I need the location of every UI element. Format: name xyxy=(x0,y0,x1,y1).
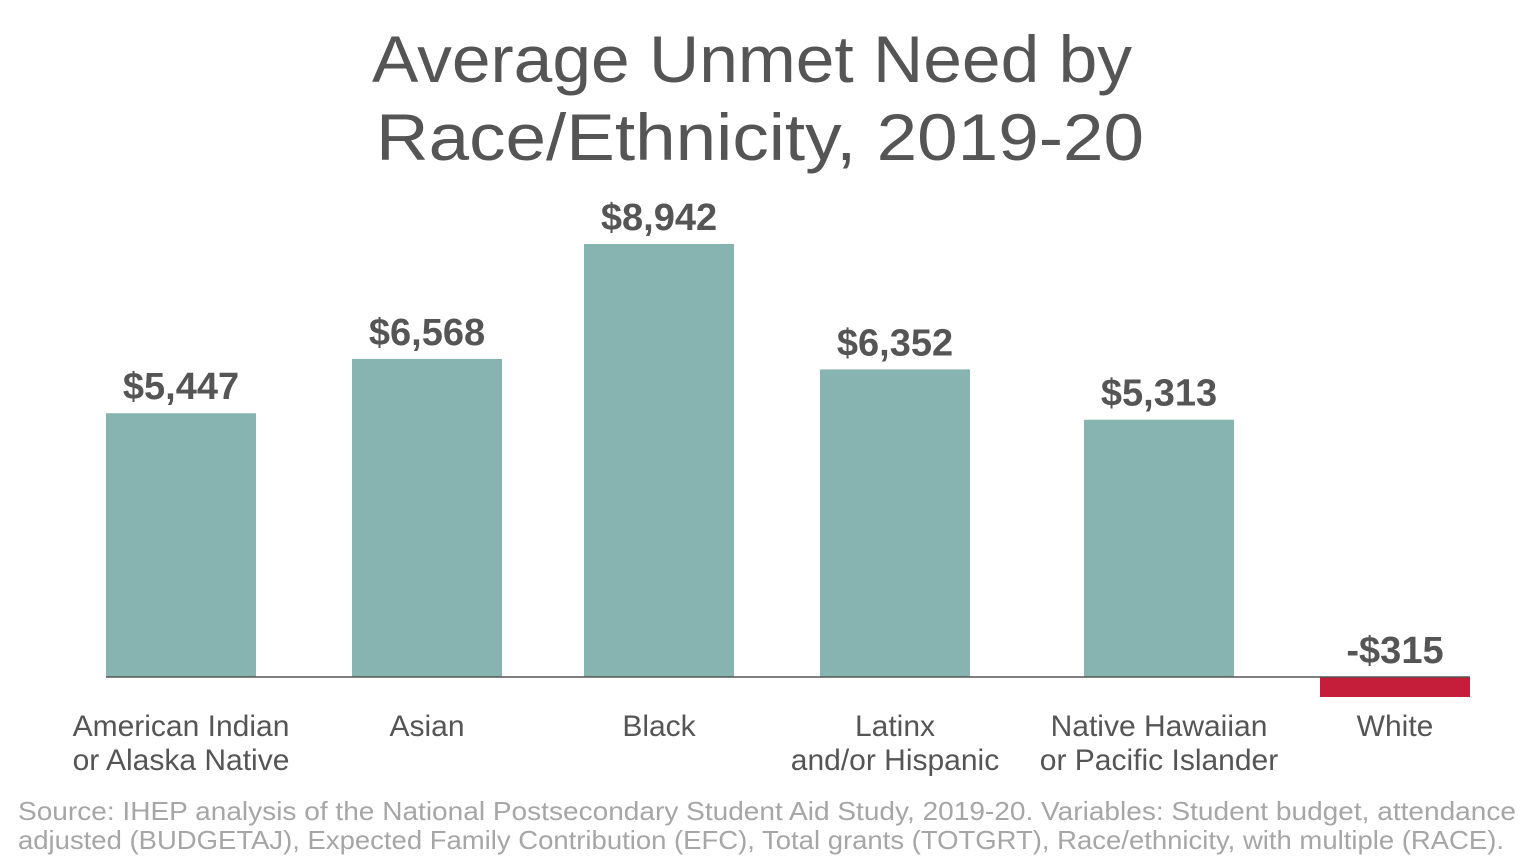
category-label: American Indian xyxy=(73,710,290,743)
bar xyxy=(352,358,502,677)
source-note-line-1: Source: IHEP analysis of the National Po… xyxy=(18,796,1516,826)
bar xyxy=(1084,419,1234,677)
bar xyxy=(106,413,256,677)
category-label: Asian xyxy=(389,710,464,743)
category-label: and/or Hispanic xyxy=(791,744,999,777)
chart-title-line-2: Race/Ethnicity, 2019-20 xyxy=(376,100,1144,174)
data-label: -$315 xyxy=(1346,630,1443,672)
bar xyxy=(584,244,734,677)
data-label: $5,313 xyxy=(1101,373,1217,415)
category-label: or Alaska Native xyxy=(73,744,290,777)
category-label: Latinx xyxy=(855,710,935,743)
bar xyxy=(820,369,970,677)
data-label: $6,568 xyxy=(369,312,485,354)
data-label: $8,942 xyxy=(601,197,717,239)
category-label: or Pacific Islander xyxy=(1040,744,1278,777)
bar xyxy=(1320,677,1470,697)
category-label: White xyxy=(1357,710,1434,743)
data-label: $5,447 xyxy=(123,366,239,408)
category-label: Native Hawaiian xyxy=(1051,710,1268,743)
chart-title-line-1: Average Unmet Need by xyxy=(372,22,1132,96)
source-note-line-2: adjusted (BUDGETAJ), Expected Family Con… xyxy=(18,825,1504,855)
category-label: Black xyxy=(622,710,696,743)
data-label: $6,352 xyxy=(837,322,953,364)
